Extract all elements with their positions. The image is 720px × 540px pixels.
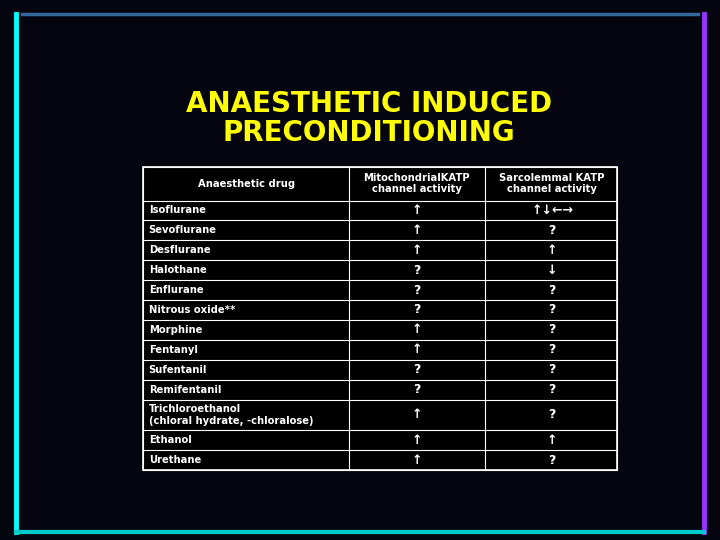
- Text: Morphine: Morphine: [149, 325, 202, 335]
- Text: Halothane: Halothane: [149, 265, 207, 275]
- Text: ?: ?: [549, 303, 556, 316]
- Text: ↑: ↑: [412, 204, 422, 217]
- Text: PRECONDITIONING: PRECONDITIONING: [222, 119, 516, 147]
- Text: ?: ?: [549, 454, 556, 467]
- Text: Desflurane: Desflurane: [149, 245, 210, 255]
- Text: ↓: ↓: [547, 264, 557, 276]
- Text: MitochondrialKATP
channel activity: MitochondrialKATP channel activity: [364, 173, 470, 194]
- Text: ?: ?: [549, 363, 556, 376]
- Text: ?: ?: [549, 343, 556, 356]
- Text: Ethanol: Ethanol: [149, 435, 192, 445]
- Text: ↑: ↑: [412, 343, 422, 356]
- Text: Trichloroethanol
(chloral hydrate, -chloralose): Trichloroethanol (chloral hydrate, -chlo…: [149, 404, 313, 426]
- Text: Sevoflurane: Sevoflurane: [149, 225, 217, 235]
- Text: ↑: ↑: [412, 224, 422, 237]
- Text: ↑↓←→: ↑↓←→: [531, 204, 573, 217]
- Text: ?: ?: [549, 383, 556, 396]
- Text: Anaesthetic drug: Anaesthetic drug: [197, 179, 294, 188]
- Text: ?: ?: [413, 363, 420, 376]
- Text: ?: ?: [413, 383, 420, 396]
- Text: ?: ?: [549, 323, 556, 336]
- Text: Enflurane: Enflurane: [149, 285, 203, 295]
- Text: Remifentanil: Remifentanil: [149, 384, 221, 395]
- Text: ?: ?: [413, 284, 420, 296]
- Text: ?: ?: [549, 224, 556, 237]
- FancyBboxPatch shape: [143, 167, 617, 470]
- Text: ?: ?: [549, 284, 556, 296]
- Text: ↑: ↑: [412, 244, 422, 256]
- Text: ↑: ↑: [412, 434, 422, 447]
- Text: Fentanyl: Fentanyl: [149, 345, 197, 355]
- Text: Urethane: Urethane: [149, 455, 201, 465]
- Text: ?: ?: [413, 264, 420, 276]
- Text: Sarcolemmal KATP
channel activity: Sarcolemmal KATP channel activity: [500, 173, 605, 194]
- Text: Isoflurane: Isoflurane: [149, 205, 206, 215]
- Text: ↑: ↑: [412, 323, 422, 336]
- Text: ↑: ↑: [412, 408, 422, 422]
- Text: ?: ?: [413, 303, 420, 316]
- Text: Sufentanil: Sufentanil: [149, 364, 207, 375]
- Text: Nitrous oxide**: Nitrous oxide**: [149, 305, 235, 315]
- Text: ↑: ↑: [547, 244, 557, 256]
- Text: ↑: ↑: [547, 434, 557, 447]
- Text: ?: ?: [549, 408, 556, 422]
- Text: ↑: ↑: [412, 454, 422, 467]
- Text: ANAESTHETIC INDUCED: ANAESTHETIC INDUCED: [186, 90, 552, 118]
